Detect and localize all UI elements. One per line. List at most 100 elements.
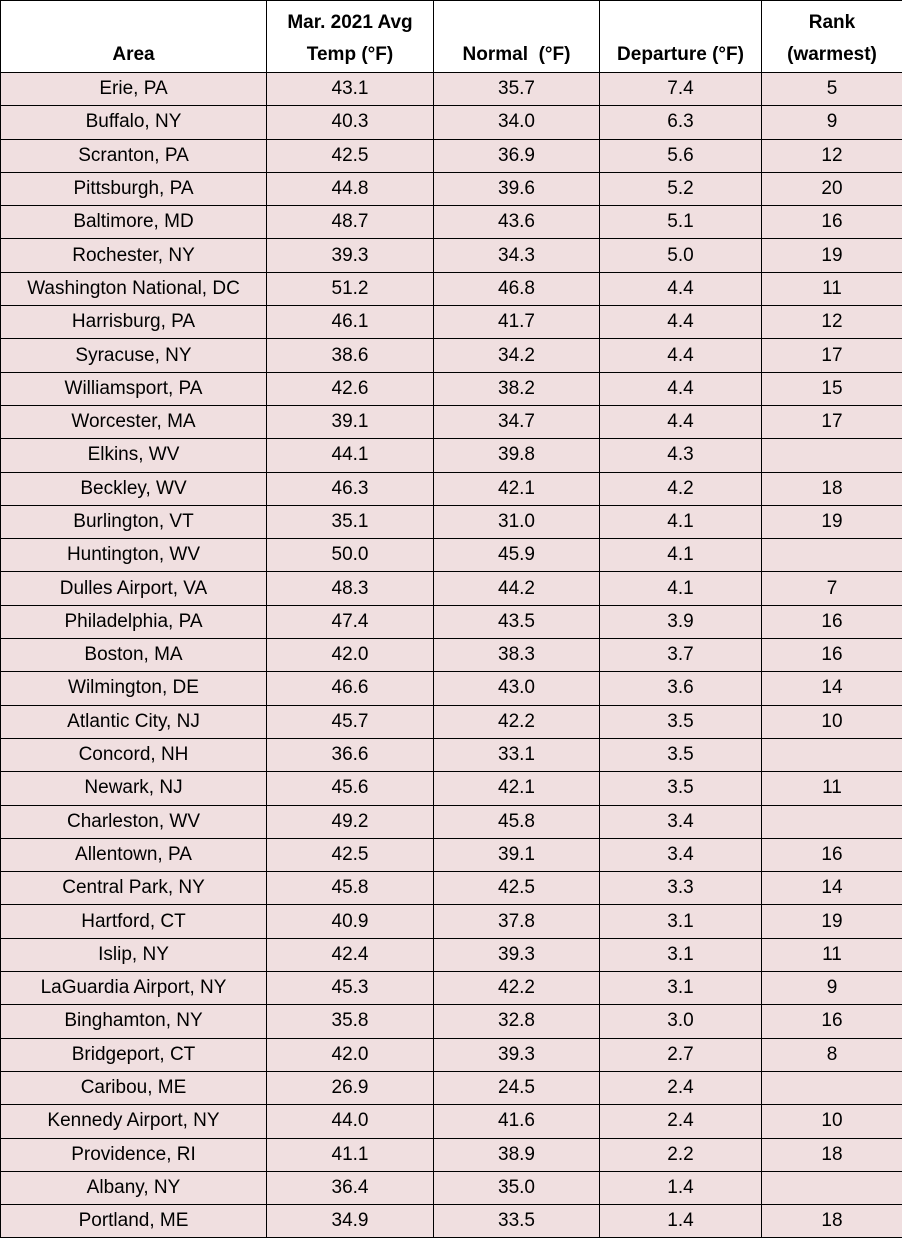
data-row: LaGuardia Airport, NY 45.3 42.2 3.1 9 [0,971,902,1006]
area-cell: Boston, MA [0,638,267,673]
value-cell: 11 [761,271,902,307]
value-cell: 47.4 [266,604,434,640]
value-cell: 43.1 [266,71,434,107]
header-text: Area [112,44,155,65]
value-cell: 5.1 [599,205,762,240]
data-row: Harrisburg, PA 46.1 41.7 4.4 12 [0,305,902,340]
value-cell: 38.3 [433,638,600,673]
header-cell: Departure (°F) [599,0,762,73]
value-cell: 46.1 [266,305,434,340]
value-cell: 41.7 [433,305,600,340]
value-cell: 42.1 [433,471,600,506]
data-row: Beckley, WV 46.3 42.1 4.2 18 [0,471,902,506]
area-cell: Philadelphia, PA [0,604,267,640]
value-cell: 51.2 [266,271,434,307]
value-cell: 4.1 [599,538,762,573]
area-cell: Buffalo, NY [0,105,267,140]
data-row: Providence, RI 41.1 38.9 2.2 18 [0,1137,902,1172]
value-cell: 16 [761,604,902,640]
value-cell: 34.0 [433,105,600,140]
area-cell: Beckley, WV [0,471,267,506]
area-cell: Caribou, ME [0,1070,267,1106]
data-row: Washington National, DC 51.2 46.8 4.4 11 [0,271,902,307]
value-cell: 48.3 [266,571,434,606]
value-cell: 36.4 [266,1170,434,1206]
area-cell: Baltimore, MD [0,205,267,240]
value-cell: 3.4 [599,837,762,873]
value-cell: 39.3 [433,1037,600,1072]
value-cell: 12 [761,305,902,340]
value-cell: 7.4 [599,71,762,107]
value-cell: 32.8 [433,1004,600,1039]
value-cell [761,1170,902,1206]
value-cell: 10 [761,704,902,739]
value-cell: 6.3 [599,105,762,140]
data-row: Scranton, PA 42.5 36.9 5.6 12 [0,138,902,173]
value-cell: 45.9 [433,538,600,573]
value-cell: 45.6 [266,771,434,806]
value-cell: 3.4 [599,804,762,839]
value-cell: 4.4 [599,338,762,373]
value-cell: 19 [761,904,902,939]
value-cell: 38.6 [266,338,434,373]
area-cell: Worcester, MA [0,404,267,440]
value-cell: 31.0 [433,504,600,540]
data-row: Pittsburgh, PA 44.8 39.6 5.2 20 [0,171,902,207]
data-row: Allentown, PA 42.5 39.1 3.4 16 [0,837,902,873]
data-row: Baltimore, MD 48.7 43.6 5.1 16 [0,205,902,240]
value-cell: 39.1 [266,404,434,440]
data-row: Charleston, WV 49.2 45.8 3.4 [0,804,902,839]
value-cell: 2.4 [599,1104,762,1139]
value-cell: 42.0 [266,638,434,673]
data-row: Huntington, WV 50.0 45.9 4.1 [0,538,902,573]
header-cell: Rank (warmest) [761,0,902,73]
data-row: Burlington, VT 35.1 31.0 4.1 19 [0,504,902,540]
area-cell: Newark, NJ [0,771,267,806]
header-cell: Area [0,0,267,73]
header-text: Normal (°F) [462,44,571,65]
area-cell: Providence, RI [0,1137,267,1172]
value-cell: 39.1 [433,837,600,873]
data-row: Portland, ME 34.9 33.5 1.4 18 [0,1204,902,1239]
value-cell: 38.9 [433,1137,600,1172]
data-row: Philadelphia, PA 47.4 43.5 3.9 16 [0,604,902,640]
value-cell: 14 [761,671,902,706]
area-cell: Allentown, PA [0,837,267,873]
value-cell: 41.6 [433,1104,600,1139]
value-cell: 4.4 [599,271,762,307]
value-cell: 3.9 [599,604,762,640]
value-cell: 14 [761,871,902,906]
area-cell: Rochester, NY [0,238,267,273]
value-cell: 3.5 [599,737,762,773]
value-cell: 35.1 [266,504,434,540]
header-text: Mar. 2021 Avg [287,12,413,33]
value-cell: 5.2 [599,171,762,207]
value-cell: 2.4 [599,1070,762,1106]
value-cell: 37.8 [433,904,600,939]
area-cell: Washington National, DC [0,271,267,307]
area-cell: Binghamton, NY [0,1004,267,1039]
value-cell: 42.0 [266,1037,434,1072]
value-cell: 1.4 [599,1204,762,1239]
value-cell: 18 [761,1204,902,1239]
data-row: Wilmington, DE 46.6 43.0 3.6 14 [0,671,902,706]
data-row: Concord, NH 36.6 33.1 3.5 [0,737,902,773]
value-cell: 33.1 [433,737,600,773]
data-row: Williamsport, PA 42.6 38.2 4.4 15 [0,371,902,406]
value-cell: 39.3 [433,937,600,973]
data-row: Central Park, NY 45.8 42.5 3.3 14 [0,871,902,906]
value-cell: 42.4 [266,937,434,973]
value-cell: 3.1 [599,937,762,973]
value-cell: 16 [761,638,902,673]
value-cell: 11 [761,771,902,806]
area-cell: Bridgeport, CT [0,1037,267,1072]
area-cell: Huntington, WV [0,538,267,573]
value-cell: 20 [761,171,902,207]
value-cell: 3.5 [599,771,762,806]
value-cell: 39.3 [266,238,434,273]
value-cell: 3.5 [599,704,762,739]
area-cell: Charleston, WV [0,804,267,839]
value-cell: 33.5 [433,1204,600,1239]
value-cell: 4.2 [599,471,762,506]
